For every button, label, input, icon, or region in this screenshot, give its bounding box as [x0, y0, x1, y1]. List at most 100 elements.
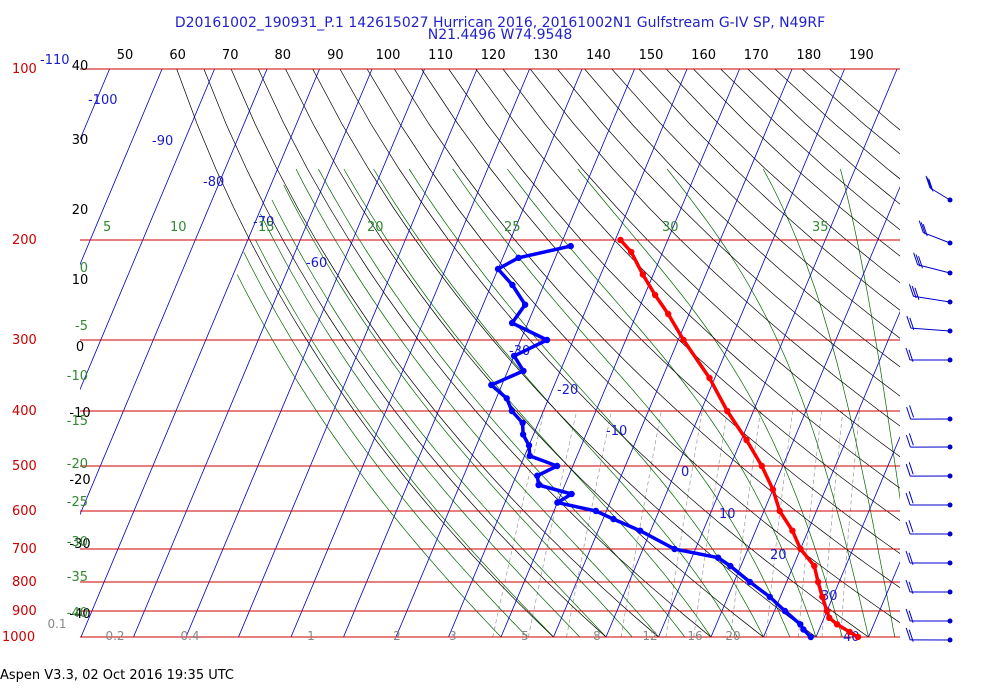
sounding-data-point	[826, 614, 833, 621]
isotherm-label: -20	[557, 383, 578, 398]
wind-barb-point	[947, 197, 953, 203]
wind-barbs	[905, 175, 953, 643]
left-axis-tick-label: 40	[72, 59, 89, 74]
mixing-ratio-label: 5	[521, 629, 529, 643]
footer-text: Aspen V3.3, 02 Oct 2016 19:35 UTC	[0, 668, 234, 683]
sounding-data-point	[508, 407, 516, 415]
top-axis-tick-label: 130	[533, 48, 558, 63]
sounding-data-point	[503, 395, 510, 402]
isotherm-line	[658, 69, 898, 637]
mixing-ratio-label: 0.4	[180, 629, 199, 643]
sounding-data-point	[567, 242, 574, 250]
wind-barb-flag	[909, 317, 915, 330]
wind-barb-flag	[914, 287, 920, 300]
isotherm-line	[710, 185, 900, 637]
sounding-data-point	[543, 336, 551, 344]
wind-barb-point	[947, 560, 953, 566]
moist-adiabat-line	[840, 168, 900, 501]
wind-barb-flag	[911, 285, 917, 299]
mixing-ratio-label: 0.1	[47, 617, 66, 631]
sounding-data-point	[743, 436, 750, 444]
mixing-ratio-line	[693, 410, 728, 637]
left-axis-tick-label: -40	[69, 607, 90, 622]
mixing-ratio-line	[566, 410, 612, 637]
sounding-data-point	[776, 507, 783, 515]
top-axis-tick-label: 150	[639, 48, 664, 63]
mixing-ratio-line	[798, 410, 822, 637]
wind-barb-flag	[908, 520, 914, 533]
dry-adiabat-line	[448, 69, 900, 521]
wind-barb-point	[947, 618, 953, 624]
wind-barb-flag	[928, 179, 934, 192]
left-axis-tick-label: -20	[69, 473, 90, 488]
left-axis-tick-label: -30	[69, 537, 90, 552]
isotherm-line	[763, 310, 900, 637]
wind-barb-flag	[905, 492, 911, 506]
top-axis-tick-label: 160	[691, 48, 716, 63]
wind-barb-flag	[905, 521, 911, 535]
top-axis-tick-label: 50	[117, 48, 134, 63]
dry-adiabat-line	[285, 69, 765, 637]
sounding-data-point	[800, 626, 807, 633]
moist-adiabat-label: -35	[67, 570, 88, 585]
wind-barb-flag	[908, 581, 914, 594]
mixing-ratio-label: 0.2	[105, 629, 124, 643]
isotherm-line	[974, 69, 1000, 637]
wind-barb-point	[947, 357, 953, 363]
sounding-data-point	[823, 607, 831, 615]
moist-adiabat-label: -30	[67, 535, 88, 550]
isotherm-line	[290, 69, 530, 637]
dry-adiabat-line	[203, 69, 607, 637]
sounding-data-point	[766, 593, 773, 601]
pressure-label: 1000	[2, 630, 35, 645]
moist-adiabat-line	[343, 168, 712, 637]
sounding-data-point	[535, 481, 542, 489]
dry-adiabat-label: 5	[103, 220, 111, 235]
sounding-data-point	[680, 336, 687, 344]
sounding-data-point	[651, 291, 659, 299]
wind-barb-flag	[925, 175, 931, 189]
sounding-data-point	[807, 633, 814, 641]
sounding-data-point	[758, 462, 765, 470]
pressure-label: 500	[12, 459, 37, 474]
wind-barb-flag	[920, 222, 926, 235]
dry-adiabat-label: 20	[367, 220, 384, 235]
top-axis-tick-label: 170	[744, 48, 769, 63]
isotherm-label: 20	[770, 548, 787, 563]
moist-adiabat-line	[762, 168, 896, 637]
dry-adiabat-line	[230, 69, 660, 637]
moist-adiabats	[236, 168, 900, 637]
sounding-data-point	[526, 452, 533, 460]
top-axis-tick-label: 90	[327, 48, 344, 63]
top-axis-tick-label: 70	[222, 48, 239, 63]
dry-adiabat-line	[529, 69, 900, 427]
wind-barb-flag	[906, 406, 912, 420]
isotherm-label: 0	[681, 465, 689, 480]
mixing-ratio-label: 1	[307, 629, 315, 643]
mixing-ratio-label: 16	[687, 629, 702, 643]
moist-adiabat-line	[408, 168, 764, 637]
sounding-data-point	[509, 281, 516, 289]
pressure-label: 900	[12, 604, 37, 619]
isotherm-line	[921, 69, 1000, 637]
isotherm-line	[343, 69, 583, 637]
sounding-data-point	[519, 431, 527, 438]
isotherm-line	[80, 69, 320, 637]
moist-adiabat-label: -20	[67, 457, 88, 472]
isotherm-line	[80, 69, 163, 266]
sounding-trace-line	[619, 238, 859, 639]
wind-barb-point	[947, 240, 953, 246]
isotherms	[80, 69, 1000, 637]
dry-adiabat-line	[176, 69, 555, 637]
sounding-data-point	[636, 527, 644, 534]
sounding-data-point	[665, 310, 672, 318]
moist-adiabat-label: -10	[67, 369, 88, 384]
top-axis-tick-label: 180	[796, 48, 821, 63]
sounding-data-point	[525, 442, 533, 449]
wind-barb-flag	[905, 579, 911, 593]
sounding-data-point	[714, 554, 722, 561]
wind-barb-staff	[910, 327, 951, 332]
wind-barb-flag	[905, 463, 911, 477]
